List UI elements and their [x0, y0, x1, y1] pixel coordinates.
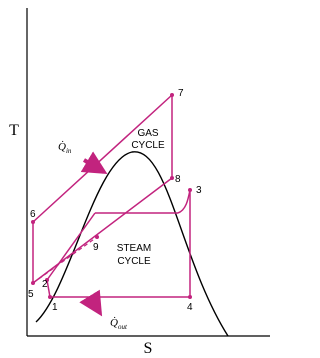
- point-label: 2: [42, 279, 48, 290]
- heat-out-label: Q̇out: [110, 317, 128, 331]
- state-labels: 1 2 3 4 5 6 7 8 9: [28, 88, 202, 313]
- axes: [26, 8, 270, 337]
- steam-cycle: [46, 189, 191, 298]
- gas-cycle-label: CYCLE: [131, 140, 165, 151]
- t-axis-label: T: [9, 122, 19, 139]
- saturation-dome: [35, 151, 229, 337]
- heat-exchange-line: [32, 236, 98, 284]
- point-label: 1: [52, 302, 58, 313]
- heat-in-label: Q̇in: [58, 141, 72, 155]
- steam-cycle-label: STEAM: [117, 243, 151, 254]
- point-label: 3: [196, 185, 202, 196]
- point-label: 4: [187, 302, 193, 313]
- point-label: 9: [93, 242, 99, 253]
- point-label: 7: [178, 88, 184, 99]
- gas-cycle-label: GAS: [137, 128, 158, 139]
- steam-cycle-label: CYCLE: [117, 256, 151, 267]
- ts-diagram: T S 1 2 3 4 5 6 7 8 9 GAS CYCLE STEAM CY…: [9, 8, 270, 357]
- s-axis-label: S: [144, 340, 153, 357]
- point-label: 6: [30, 209, 36, 220]
- heat-out-arrow: [79, 289, 103, 317]
- state-dots: [31, 93, 192, 299]
- gas-cycle: [32, 94, 173, 284]
- heat-in-arrow: [80, 151, 108, 175]
- point-label: 5: [28, 289, 34, 300]
- point-label: 8: [175, 174, 181, 185]
